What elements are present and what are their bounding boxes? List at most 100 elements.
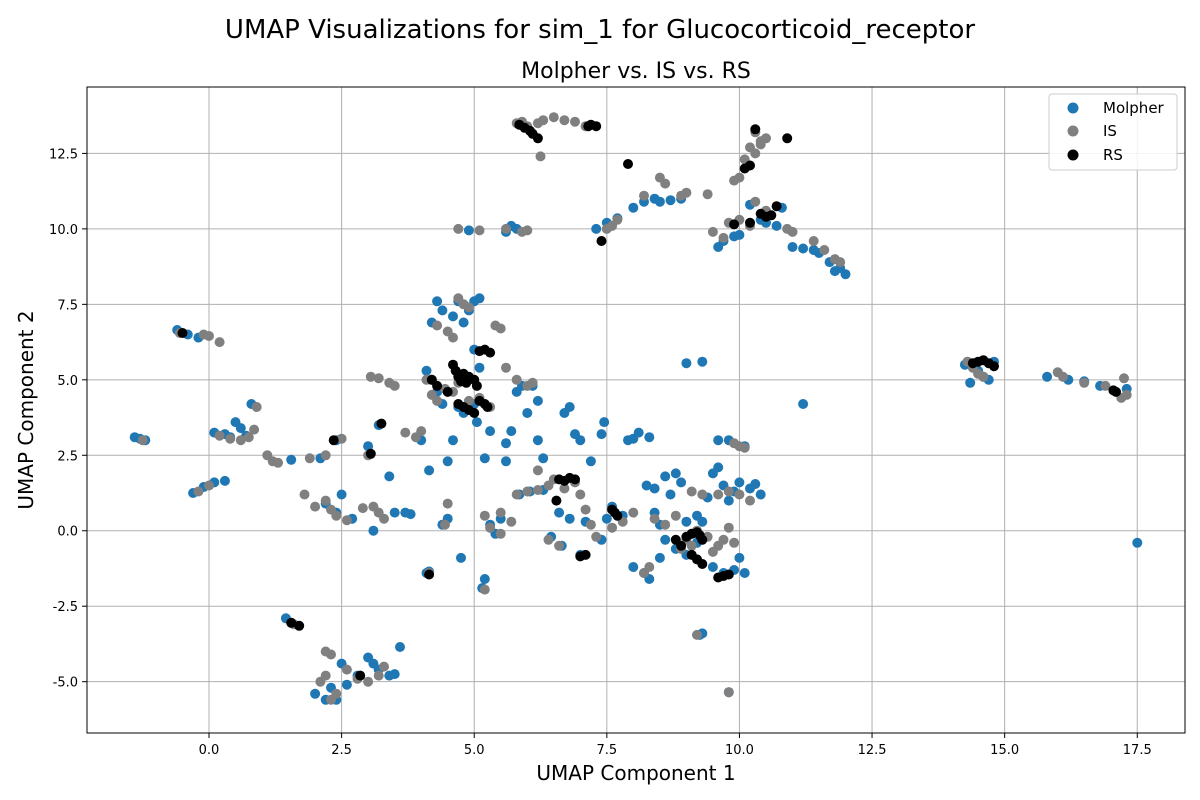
data-point-is — [453, 223, 464, 234]
data-point-is — [379, 661, 389, 672]
data-point-rs — [294, 620, 305, 631]
data-point-is — [501, 362, 511, 373]
data-point-molpher — [437, 305, 448, 316]
data-point-molpher — [479, 574, 490, 584]
data-point-is — [559, 115, 570, 126]
data-point-molpher — [723, 495, 734, 506]
data-point-molpher — [448, 311, 458, 322]
data-point-is — [320, 450, 331, 461]
data-point-rs — [750, 124, 761, 135]
data-point-is — [204, 480, 214, 491]
x-tick-label: 10.0 — [725, 743, 754, 758]
data-point-rs — [355, 670, 366, 681]
data-point-is — [734, 489, 745, 500]
data-point-is — [607, 522, 618, 533]
data-point-molpher — [456, 552, 466, 563]
data-point-is — [389, 380, 400, 391]
data-point-molpher — [538, 453, 549, 464]
legend-marker-rs — [1067, 149, 1079, 161]
data-point-is — [214, 337, 225, 348]
data-point-rs — [532, 133, 543, 144]
data-point-rs — [485, 347, 496, 358]
data-point-rs — [729, 219, 740, 230]
x-tick-label: 0.0 — [199, 743, 220, 758]
data-point-is — [432, 395, 443, 406]
data-point-molpher — [649, 483, 660, 494]
data-point-molpher — [771, 220, 782, 231]
data-point-is — [787, 226, 798, 237]
data-point-rs — [514, 119, 525, 130]
data-point-rs — [782, 133, 793, 144]
data-point-is — [580, 504, 591, 515]
data-point-molpher — [739, 568, 750, 578]
data-point-molpher — [665, 195, 676, 206]
y-tick-label: -5.0 — [53, 676, 78, 691]
data-point-rs — [739, 163, 750, 174]
legend: Molpher IS RS — [1048, 93, 1178, 171]
data-point-is — [745, 495, 755, 506]
data-point-is — [697, 489, 708, 500]
data-point-is — [670, 510, 681, 521]
data-point-is — [707, 226, 718, 237]
data-point-is — [978, 371, 989, 382]
data-point-is — [331, 510, 342, 521]
x-tick-label: 2.5 — [331, 743, 352, 758]
data-point-rs — [286, 617, 297, 628]
data-point-is — [479, 584, 490, 595]
data-point-molpher — [654, 196, 665, 207]
data-point-is — [686, 486, 697, 497]
data-point-is — [320, 646, 331, 657]
data-point-is — [365, 371, 376, 382]
data-point-molpher — [628, 202, 639, 213]
data-point-rs — [676, 540, 687, 551]
y-tick-label: 10.0 — [49, 223, 78, 238]
data-point-is — [729, 537, 740, 548]
data-point-molpher — [734, 552, 745, 563]
data-point-is — [532, 465, 543, 476]
data-point-is — [204, 331, 214, 341]
data-point-molpher — [591, 223, 602, 234]
data-point-is — [522, 225, 533, 236]
legend-box — [1048, 93, 1178, 171]
grid-lines — [87, 87, 1185, 733]
data-point-is — [750, 148, 761, 159]
data-point-is — [755, 139, 766, 150]
data-point-rs — [424, 569, 435, 580]
data-point-rs — [623, 159, 633, 169]
data-point-rs — [376, 418, 387, 429]
scatter-points — [129, 112, 1143, 705]
data-point-molpher — [506, 426, 517, 437]
data-point-is — [1058, 371, 1068, 382]
data-point-rs — [989, 361, 999, 372]
y-tick-label: 0.0 — [57, 525, 78, 540]
data-point-is — [660, 178, 671, 189]
x-tick-label: 5.0 — [464, 743, 485, 758]
legend-label-rs: RS — [1103, 146, 1123, 164]
data-point-molpher — [628, 562, 639, 572]
data-point-molpher — [463, 225, 474, 236]
data-point-is — [511, 489, 522, 500]
x-tick-label: 15.0 — [990, 743, 1019, 758]
data-point-is — [495, 528, 506, 539]
data-point-molpher — [564, 402, 575, 412]
data-point-is — [1119, 373, 1129, 384]
data-point-is — [373, 373, 384, 384]
data-point-molpher — [660, 534, 671, 545]
data-point-molpher — [734, 477, 745, 488]
data-point-molpher — [554, 507, 565, 518]
y-tick-label: 7.5 — [57, 298, 78, 313]
data-point-is — [591, 531, 602, 542]
data-point-is — [692, 629, 702, 640]
data-point-is — [575, 489, 586, 500]
y-tick-label: -2.5 — [53, 600, 78, 615]
data-point-is — [214, 430, 225, 441]
data-point-is — [585, 519, 596, 530]
data-point-rs — [766, 210, 777, 221]
data-point-molpher — [368, 525, 379, 536]
data-point-is — [326, 694, 336, 705]
data-point-is — [1079, 377, 1090, 388]
y-axis-label: UMAP Component 2 — [14, 310, 38, 509]
data-point-is — [251, 402, 262, 412]
data-point-molpher — [336, 489, 347, 500]
data-point-rs — [177, 328, 188, 338]
